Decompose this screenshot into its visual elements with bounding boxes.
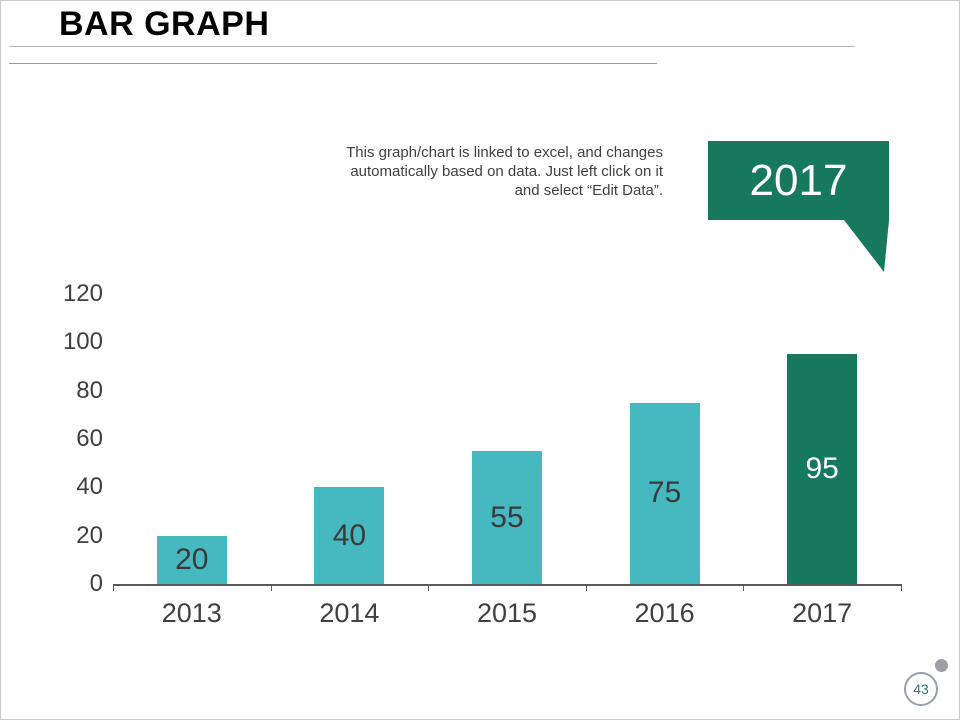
title-underline: [9, 46, 855, 47]
y-tick-label: 40: [76, 473, 103, 501]
note-line: automatically based on data. Just left c…: [350, 163, 663, 181]
bar-2014[interactable]: 40: [314, 487, 385, 584]
title-underline-secondary: [9, 63, 657, 64]
note-line: and select “Edit Data”.: [514, 182, 663, 200]
bar-value-label: 40: [332, 518, 367, 552]
y-tick-label: 100: [62, 328, 103, 356]
note-line: This graph/chart is linked to excel, and…: [346, 144, 663, 161]
callout-label: 2017: [749, 155, 848, 205]
x-axis-tick: [270, 584, 272, 591]
x-axis-tick: [428, 584, 430, 591]
callout-tail: [844, 220, 889, 272]
bar-2015[interactable]: 55: [471, 451, 542, 584]
y-tick-label: 60: [76, 425, 103, 452]
x-category-label: 2017: [792, 598, 853, 628]
y-tick-label: 120: [62, 280, 103, 307]
x-category-label: 2014: [319, 598, 380, 628]
bar-slot: 20: [113, 294, 271, 584]
x-category-label: 2015: [476, 598, 538, 628]
bar-2016[interactable]: 75: [629, 402, 700, 584]
x-axis-tick: [901, 584, 902, 591]
bar-value-label: 75: [647, 476, 682, 510]
plot-area: 20 40 55 75 95: [113, 294, 902, 591]
bar-slot: 75: [586, 294, 744, 584]
bar-value-label: 55: [490, 500, 524, 534]
bar-2013[interactable]: 20: [156, 535, 227, 584]
page-number-badge: 43: [904, 672, 938, 706]
page-dot: [935, 659, 948, 672]
x-axis-tick: [585, 584, 587, 591]
callout-bubble: 2017: [708, 141, 889, 220]
page-number: 43: [913, 681, 929, 697]
bar-slot: 55: [428, 294, 586, 584]
bar-value-label: 95: [805, 452, 839, 486]
x-category-label: 2013: [161, 598, 222, 628]
bar-value-label: 20: [175, 542, 209, 576]
bar-slot: 40: [271, 294, 429, 584]
x-axis-tick: [743, 584, 745, 591]
y-tick-label: 20: [76, 521, 103, 549]
bar-2017[interactable]: 95: [787, 354, 858, 584]
note-text: This graph/chart is linked to excel, and…: [301, 143, 663, 201]
bar-slot: 95: [743, 294, 901, 584]
x-axis-labels: 2013 2014 2015 2016 2017: [113, 598, 901, 629]
y-tick-label: 80: [76, 376, 103, 404]
x-axis-tick: [113, 584, 114, 591]
y-tick-label: 0: [89, 570, 103, 597]
page-title: BAR GRAPH: [59, 5, 270, 43]
x-category-label: 2016: [634, 598, 695, 628]
y-axis-ticks: 0 20 40 60 80 100 120: [31, 280, 103, 597]
